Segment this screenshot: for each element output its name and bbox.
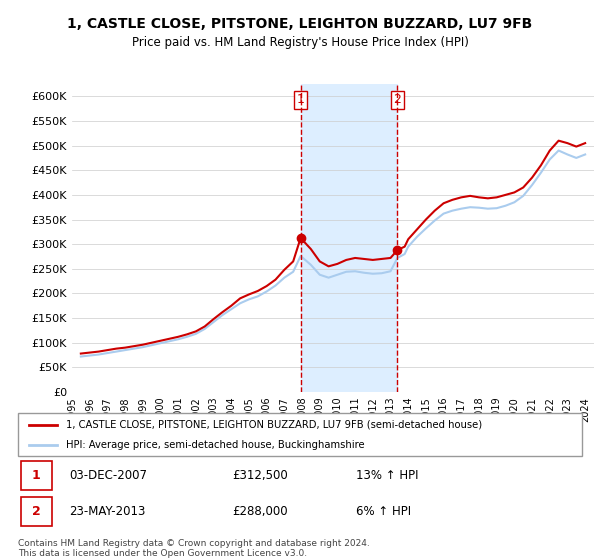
FancyBboxPatch shape (21, 497, 52, 526)
Text: 1, CASTLE CLOSE, PITSTONE, LEIGHTON BUZZARD, LU7 9FB: 1, CASTLE CLOSE, PITSTONE, LEIGHTON BUZZ… (67, 17, 533, 31)
Text: 6% ↑ HPI: 6% ↑ HPI (356, 505, 412, 518)
Text: £288,000: £288,000 (232, 505, 288, 518)
Text: 23-MAY-2013: 23-MAY-2013 (69, 505, 145, 518)
Text: 03-DEC-2007: 03-DEC-2007 (69, 469, 147, 482)
Text: 13% ↑ HPI: 13% ↑ HPI (356, 469, 419, 482)
Text: Price paid vs. HM Land Registry's House Price Index (HPI): Price paid vs. HM Land Registry's House … (131, 36, 469, 49)
Text: Contains HM Land Registry data © Crown copyright and database right 2024.
This d: Contains HM Land Registry data © Crown c… (18, 539, 370, 558)
Text: 2: 2 (32, 505, 41, 518)
Bar (301, 84, 397, 392)
Text: 2: 2 (394, 93, 401, 106)
FancyBboxPatch shape (21, 461, 52, 490)
Text: 1: 1 (296, 93, 305, 106)
Text: 1, CASTLE CLOSE, PITSTONE, LEIGHTON BUZZARD, LU7 9FB (semi-detached house): 1, CASTLE CLOSE, PITSTONE, LEIGHTON BUZZ… (66, 419, 482, 430)
Text: HPI: Average price, semi-detached house, Buckinghamshire: HPI: Average price, semi-detached house,… (66, 440, 365, 450)
FancyBboxPatch shape (18, 413, 582, 456)
Text: £312,500: £312,500 (232, 469, 288, 482)
Text: 1: 1 (32, 469, 41, 482)
